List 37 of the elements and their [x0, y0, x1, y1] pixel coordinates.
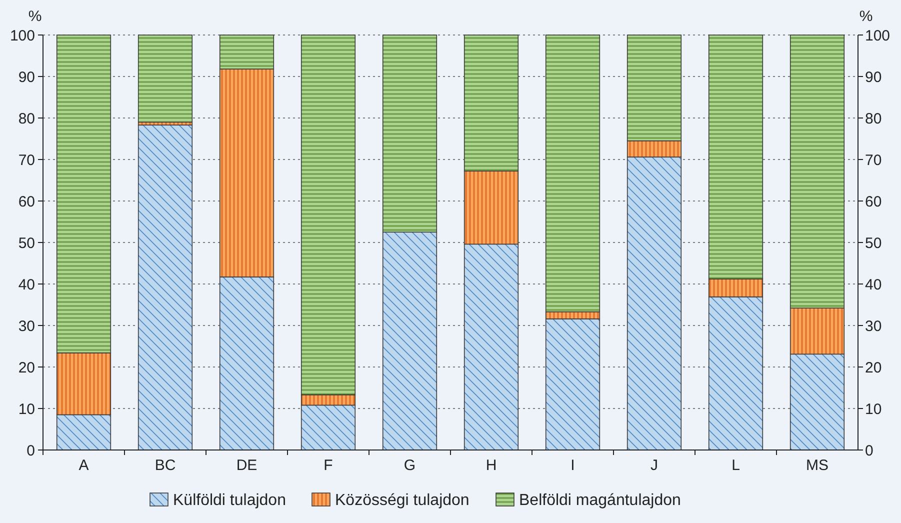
y2-tick-label: 20	[865, 359, 882, 376]
y2-tick-label: 10	[865, 400, 882, 418]
y-tick-label: 90	[18, 68, 35, 86]
y2-tick-label: 80	[865, 110, 882, 128]
y2-tick-label: 0	[865, 442, 874, 460]
y2-axis-title: %	[859, 8, 873, 25]
legend-label: Közösségi tulajdon	[335, 492, 470, 509]
y-tick-label: 20	[18, 359, 35, 376]
x-tick-label: H	[486, 457, 497, 474]
y-tick-label: 60	[18, 193, 35, 210]
legend-label: Külföldi tulajdon	[173, 492, 286, 509]
y2-tick-label: 90	[865, 68, 882, 86]
y2-tick-label: 50	[865, 234, 882, 252]
y-tick-label: 0	[26, 442, 35, 460]
y-tick-label: 10	[18, 400, 35, 418]
legend-label: Belföldi magántulajdon	[519, 492, 681, 509]
y2-tick-label: 60	[865, 193, 882, 210]
x-tick-label: G	[404, 457, 416, 474]
y-tick-label: 50	[18, 234, 35, 252]
x-tick-label: J	[650, 457, 658, 474]
x-tick-label: DE	[236, 457, 258, 474]
y-tick-label: 70	[18, 152, 35, 169]
x-tick-label: L	[732, 457, 740, 474]
y-tick-label: 30	[18, 318, 35, 335]
y-axis-title: %	[28, 8, 42, 25]
x-tick-label: F	[324, 457, 333, 474]
y-tick-label: 100	[10, 27, 35, 44]
x-tick-label: BC	[154, 457, 176, 474]
y2-tick-label: 100	[865, 27, 890, 44]
y-tick-label: 80	[18, 110, 35, 128]
x-tick-label: A	[78, 457, 89, 474]
x-tick-label: MS	[806, 457, 828, 474]
y-tick-label: 40	[18, 276, 35, 294]
x-tick-label: I	[570, 457, 575, 474]
y2-tick-label: 30	[865, 318, 882, 335]
y2-tick-label: 40	[865, 276, 882, 294]
y2-tick-label: 70	[865, 152, 882, 169]
